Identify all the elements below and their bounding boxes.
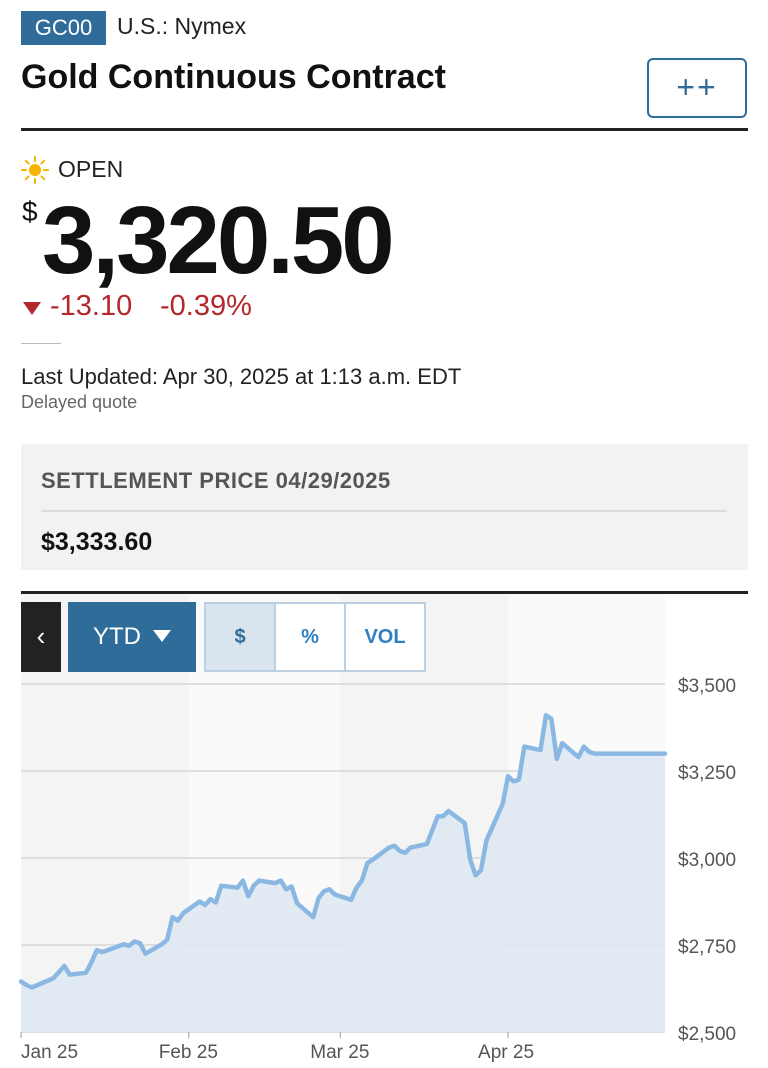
header-divider bbox=[21, 128, 748, 131]
sun-icon bbox=[21, 156, 49, 184]
exchange-label: U.S.: Nymex bbox=[117, 13, 247, 39]
y-tick-label: $3,250 bbox=[678, 763, 736, 784]
price-line bbox=[18, 713, 668, 990]
settlement-value: $3,333.60 bbox=[41, 528, 153, 556]
plus-plus-icon: ++ bbox=[676, 69, 718, 105]
mode-dollar-button[interactable]: $ bbox=[206, 604, 276, 670]
price-change: -13.10 bbox=[50, 290, 133, 322]
chevron-left-icon: ‹ bbox=[36, 621, 46, 651]
divider bbox=[21, 343, 61, 344]
page-title: Gold Continuous Contract bbox=[21, 58, 446, 96]
range-label: YTD bbox=[93, 623, 141, 650]
chart-divider bbox=[21, 591, 748, 594]
down-triangle-icon bbox=[23, 302, 41, 315]
price-change-percent: -0.39% bbox=[160, 290, 252, 322]
delayed-quote-note: Delayed quote bbox=[21, 392, 138, 412]
x-tick-label: Mar 25 bbox=[310, 1042, 369, 1063]
settlement-panel: SETTLEMENT PRICE 04/29/2025 $3,333.60 bbox=[21, 444, 748, 570]
chevron-down-icon bbox=[153, 630, 171, 642]
range-dropdown[interactable]: YTD bbox=[68, 602, 196, 672]
chart-back-button[interactable]: ‹ bbox=[21, 602, 61, 672]
market-status: OPEN bbox=[58, 156, 124, 182]
add-to-watchlist-button[interactable]: ++ bbox=[647, 58, 747, 118]
ticker-badge: GC00 bbox=[21, 11, 106, 45]
price-area bbox=[21, 715, 665, 1032]
chart-mode-toggle: $ % VOL bbox=[204, 602, 426, 672]
currency-symbol: $ bbox=[22, 196, 38, 227]
settlement-label: SETTLEMENT PRICE 04/29/2025 bbox=[41, 468, 391, 493]
y-tick-label: $3,000 bbox=[678, 850, 736, 871]
y-tick-label: $2,750 bbox=[678, 937, 736, 958]
mode-volume-button[interactable]: VOL bbox=[364, 626, 406, 648]
y-tick-label: $2,500 bbox=[678, 1024, 736, 1045]
last-updated: Last Updated: Apr 30, 2025 at 1:13 a.m. … bbox=[21, 364, 462, 389]
mode-percent-button[interactable]: % bbox=[276, 604, 346, 670]
y-tick-label: $3,500 bbox=[678, 676, 736, 697]
x-tick-label: Jan 25 bbox=[21, 1042, 78, 1063]
settlement-divider bbox=[41, 510, 727, 512]
x-tick-label: Feb 25 bbox=[159, 1042, 218, 1063]
last-price: 3,320.50 bbox=[42, 187, 395, 294]
x-tick-label: Apr 25 bbox=[478, 1042, 534, 1063]
